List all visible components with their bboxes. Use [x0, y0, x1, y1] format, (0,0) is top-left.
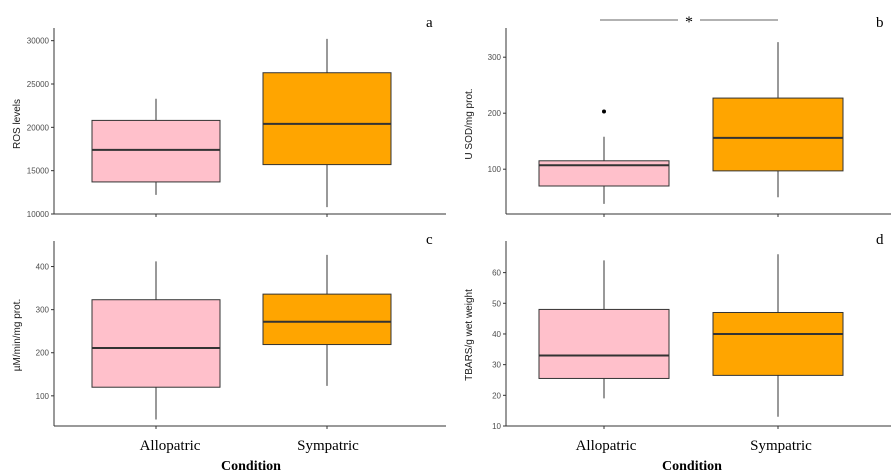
panel-a: ROS levels a 10000 15000 20000 25000 30000 [12, 15, 446, 219]
panel-a-y-tick-label: 25000 [27, 80, 50, 89]
right-category-label-sympatric: Sympatric [750, 438, 812, 454]
panel-b-y-tick-label: 100 [488, 165, 502, 174]
panel-d-y-tick-label: 30 [492, 361, 501, 370]
panel-d-y-tick-label: 10 [492, 422, 501, 431]
panel-d-y-tick-label: 20 [492, 391, 501, 400]
panel-b-sympatric-box [713, 98, 843, 171]
panel-c-allopatric-box [92, 300, 220, 387]
panel-a-y-tick-label: 20000 [27, 123, 50, 132]
panel-a-y-tick-label: 30000 [27, 37, 50, 46]
panel-b-y-tick-label: 200 [488, 109, 502, 118]
panel-a-y-tick-label: 15000 [27, 167, 50, 176]
left-category-label-sympatric: Sympatric [297, 438, 359, 454]
panel-b-y-axis-label: U SOD/mg prot. [464, 88, 475, 159]
panel-d-sympatric-box [713, 312, 843, 375]
panel-a-allopatric-box [92, 120, 220, 182]
panel-d-y-tick-label: 60 [492, 269, 501, 278]
left-x-axis-title: Condition [221, 459, 281, 473]
panel-d-letter: d [876, 232, 884, 248]
panel-a-y-axis-label: ROS levels [12, 99, 23, 149]
panel-a-sympatric-box [263, 73, 391, 165]
significance-annotation: * [600, 14, 778, 31]
panel-c: µM/min/mg prot. c 100 200 300 400 [12, 232, 446, 429]
panel-d-allopatric-box [539, 309, 669, 378]
right-x-axis-title: Condition [662, 459, 722, 473]
panel-d: TBARS/g wet weight d 10 20 30 40 50 60 [464, 232, 891, 431]
panel-b-allopatric-outlier [602, 110, 606, 114]
panel-c-y-tick-label: 300 [36, 306, 50, 315]
panel-c-letter: c [426, 232, 433, 248]
left-category-label-allopatric: Allopatric [140, 438, 201, 454]
panel-d-y-axis-label: TBARS/g wet weight [464, 289, 475, 381]
panel-a-y-tick-label: 10000 [27, 210, 50, 219]
panel-b-y-tick-label: 300 [488, 53, 502, 62]
panel-c-y-tick-label: 100 [36, 392, 50, 401]
panel-c-y-tick-label: 200 [36, 349, 50, 358]
panel-b: U SOD/mg prot. b 100 200 300 [464, 15, 891, 217]
panel-a-letter: a [426, 15, 433, 31]
panel-c-y-tick-label: 400 [36, 263, 50, 272]
panel-b-letter: b [876, 15, 884, 31]
panel-d-y-tick-label: 40 [492, 330, 501, 339]
right-category-label-allopatric: Allopatric [576, 438, 637, 454]
significance-star: * [685, 14, 693, 31]
panel-d-y-tick-label: 50 [492, 299, 501, 308]
panel-c-sympatric-box [263, 294, 391, 344]
panel-c-y-axis-label: µM/min/mg prot. [12, 299, 23, 371]
